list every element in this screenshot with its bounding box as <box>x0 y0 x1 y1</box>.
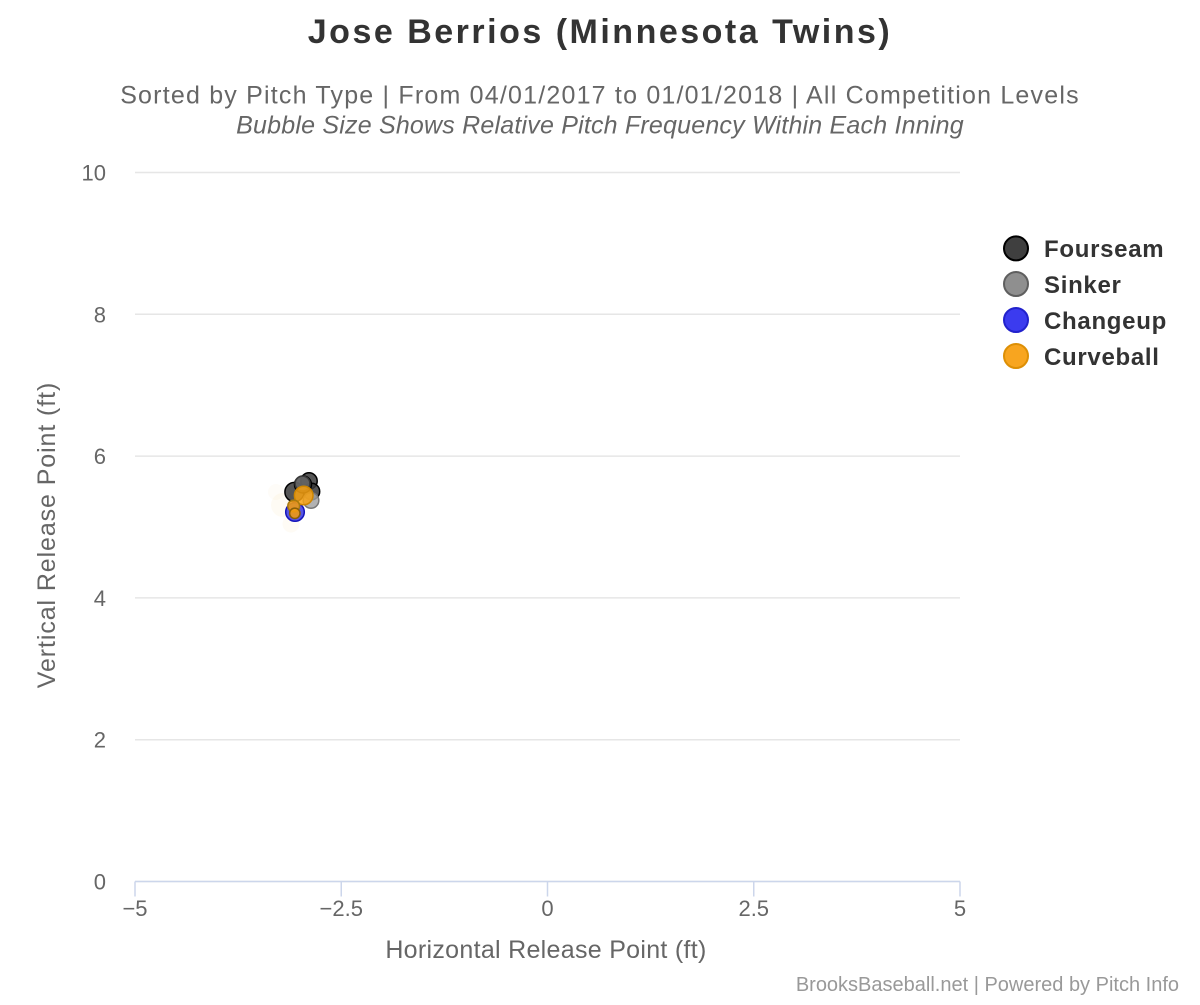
svg-text:BrooksBaseball.net | Powered b: BrooksBaseball.net | Powered by Pitch In… <box>796 974 1179 996</box>
svg-text:−2.5: −2.5 <box>320 896 363 921</box>
svg-text:0: 0 <box>541 896 553 921</box>
svg-text:Vertical Release Point (ft): Vertical Release Point (ft) <box>33 382 61 688</box>
svg-text:Fourseam: Fourseam <box>1044 236 1164 263</box>
svg-text:2: 2 <box>94 728 106 753</box>
svg-text:Sinker: Sinker <box>1044 272 1122 299</box>
svg-text:−5: −5 <box>122 896 147 921</box>
svg-text:4: 4 <box>94 586 106 611</box>
svg-text:Horizontal Release Point (ft): Horizontal Release Point (ft) <box>385 936 706 964</box>
svg-text:Sorted by Pitch Type | From 04: Sorted by Pitch Type | From 04/01/2017 t… <box>120 82 1080 110</box>
svg-text:Changeup: Changeup <box>1044 308 1167 335</box>
svg-text:5: 5 <box>954 896 966 921</box>
svg-text:10: 10 <box>82 161 106 186</box>
svg-text:0: 0 <box>94 870 106 895</box>
svg-text:Bubble Size Shows Relative Pit: Bubble Size Shows Relative Pitch Frequen… <box>236 112 964 140</box>
svg-text:6: 6 <box>94 444 106 469</box>
svg-text:8: 8 <box>94 302 106 327</box>
svg-text:Curveball: Curveball <box>1044 344 1160 371</box>
svg-text:2.5: 2.5 <box>738 896 769 921</box>
svg-text:Jose Berrios (Minnesota Twins): Jose Berrios (Minnesota Twins) <box>308 13 892 51</box>
